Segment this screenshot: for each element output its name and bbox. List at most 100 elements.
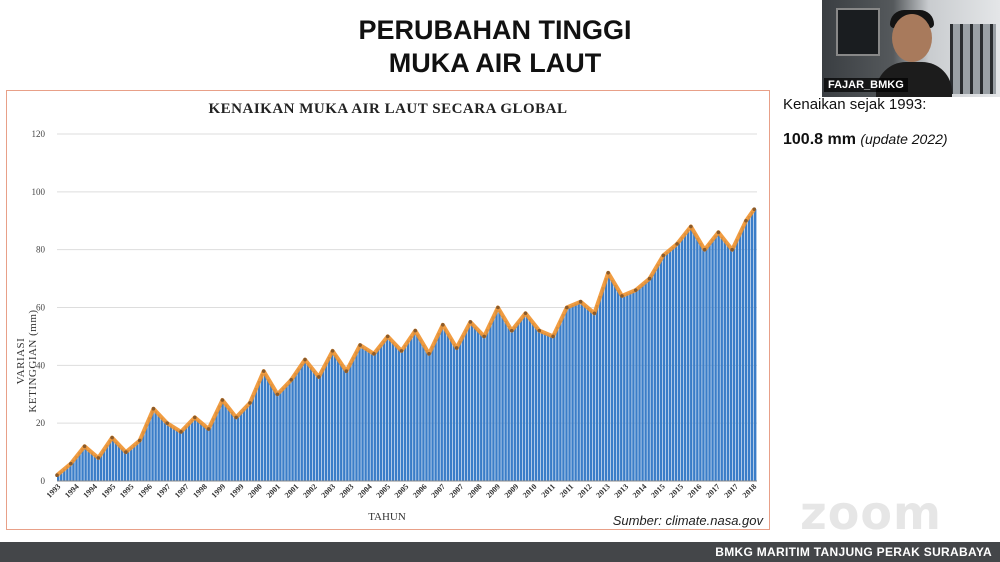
data-bar [151, 410, 154, 481]
data-point [151, 406, 156, 411]
data-bar [693, 232, 696, 481]
data-bar [595, 305, 599, 481]
data-bar [66, 466, 69, 481]
data-bar [626, 293, 629, 481]
chart-x-axis-label: TAHUN [368, 511, 406, 523]
data-bar [370, 352, 373, 481]
data-point [592, 311, 597, 316]
data-bar [708, 243, 711, 481]
data-bar [434, 339, 437, 481]
data-bar [629, 292, 632, 481]
x-tick-label: 2005 [374, 482, 392, 500]
data-bar [267, 379, 270, 481]
data-bar [422, 344, 425, 481]
data-bar [452, 343, 456, 481]
data-point [661, 253, 666, 258]
data-point [206, 427, 211, 431]
data-bar [470, 324, 474, 481]
data-bar [741, 226, 745, 481]
x-tick-label: 2006 [411, 482, 429, 500]
data-bar [601, 287, 605, 481]
data-bar [717, 232, 720, 481]
data-bar [197, 420, 200, 481]
info-value: 100.8 mm [783, 131, 856, 148]
data-bar [620, 295, 623, 481]
data-bar [638, 286, 641, 481]
data-bar [361, 346, 364, 481]
data-bar [449, 338, 453, 481]
x-tick-label: 1995 [100, 482, 118, 500]
data-bar [747, 215, 751, 481]
x-tick-label: 2005 [393, 482, 411, 500]
data-point [110, 435, 114, 440]
data-bar [60, 471, 63, 481]
data-bar [99, 453, 103, 481]
data-bar [187, 423, 191, 481]
data-point [399, 349, 404, 353]
data-bar [388, 339, 392, 481]
data-bar [69, 463, 72, 481]
data-bar [254, 388, 258, 481]
data-bar [218, 405, 221, 481]
data-bar [212, 418, 215, 481]
data-bar [699, 243, 702, 481]
data-point [179, 430, 183, 434]
data-bar [416, 334, 419, 481]
data-bar [364, 348, 367, 481]
x-tick-label: 2017 [722, 482, 740, 500]
chart-frame: KENAIKAN MUKA AIR LAUT SECARA GLOBAL VAR… [6, 90, 770, 530]
x-tick-label: 2004 [356, 482, 374, 500]
data-point [633, 288, 638, 292]
data-bar [75, 456, 78, 481]
data-bar [702, 248, 705, 481]
data-bar [169, 425, 173, 481]
data-bar [84, 447, 87, 481]
data-bar [303, 359, 306, 481]
webcam-person-head [892, 14, 932, 62]
webcam-thumbnail[interactable]: FAJAR_BMKG [822, 0, 1000, 97]
data-bar [738, 232, 742, 481]
data-bar [528, 319, 532, 481]
data-bar [142, 431, 145, 481]
y-tick-label: 40 [36, 360, 46, 370]
data-point [689, 224, 693, 229]
data-bar [400, 349, 404, 481]
data-bar [577, 302, 580, 481]
data-bar [111, 438, 115, 481]
x-tick-label: 2010 [521, 482, 539, 500]
data-point [55, 473, 59, 478]
data-bar [157, 414, 160, 481]
y-tick-label: 120 [32, 129, 46, 139]
data-point [716, 230, 721, 235]
data-bar [556, 326, 559, 481]
data-point [482, 334, 486, 339]
x-tick-label: 2002 [301, 482, 319, 500]
data-bar [498, 310, 501, 481]
data-bar [419, 339, 422, 481]
data-point [234, 415, 238, 420]
data-point [82, 444, 87, 449]
webcam-monitor [836, 8, 880, 56]
data-bar [635, 289, 638, 481]
data-bar [330, 351, 334, 481]
data-bar [440, 326, 443, 481]
data-bar [312, 371, 316, 481]
data-point [606, 271, 610, 275]
x-tick-label: 2008 [466, 482, 484, 500]
data-bar [108, 440, 112, 481]
x-tick-label: 1998 [191, 482, 209, 500]
data-bar [297, 368, 300, 481]
data-bar [163, 420, 166, 481]
data-point [496, 305, 500, 310]
x-tick-label: 2011 [558, 482, 575, 499]
data-bar [367, 350, 370, 481]
data-point [192, 415, 197, 420]
data-bar [510, 330, 513, 481]
data-bar [483, 335, 486, 481]
data-bar [273, 389, 276, 481]
data-bar [586, 307, 590, 481]
data-bar [443, 328, 446, 481]
data-bar [537, 330, 541, 481]
info-value-line: 100.8 mm (update 2022) [783, 131, 948, 149]
data-bar [641, 284, 644, 481]
